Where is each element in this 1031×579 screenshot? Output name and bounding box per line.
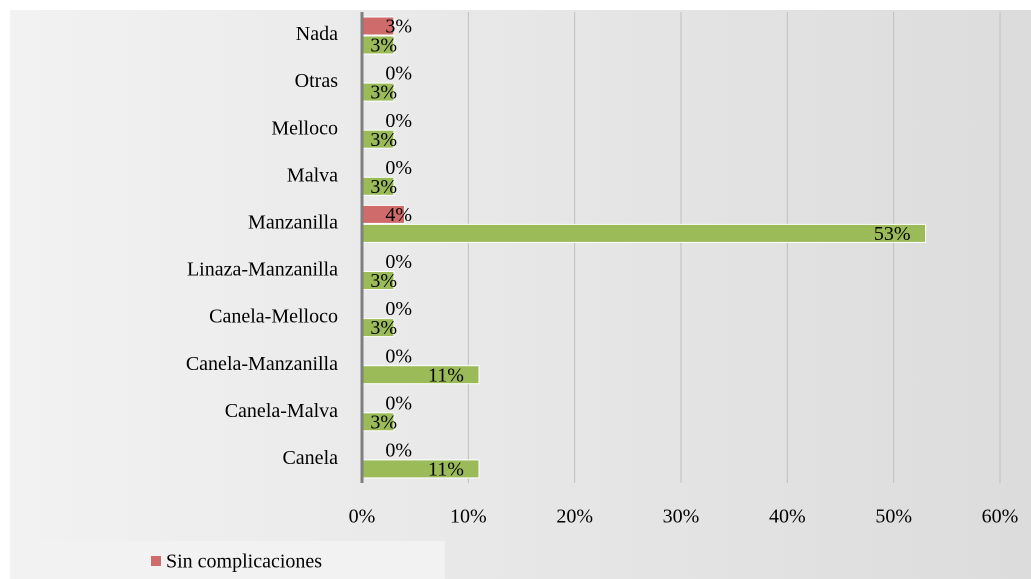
data-label: 3% xyxy=(370,411,397,433)
x-tick-label: 20% xyxy=(556,506,593,528)
x-tick-label: 30% xyxy=(663,506,700,528)
x-tick-label: 0% xyxy=(349,506,376,528)
data-label: 4% xyxy=(385,204,412,226)
data-label: 53% xyxy=(874,223,911,245)
legend-box xyxy=(12,541,445,579)
y-tick-label: Canela xyxy=(282,447,338,469)
data-label: 3% xyxy=(370,129,397,151)
data-label: 3% xyxy=(370,176,397,198)
y-tick-label: Otras xyxy=(295,70,339,92)
data-label: 0% xyxy=(385,439,412,461)
legend-label: Sin complicaciones xyxy=(166,551,322,573)
data-label: 0% xyxy=(385,392,412,414)
data-label: 0% xyxy=(385,251,412,273)
y-tick-label: Melloco xyxy=(271,117,338,139)
y-tick-label: Canela-Manzanilla xyxy=(186,353,338,375)
legend-swatch xyxy=(151,556,161,566)
y-tick-label: Manzanilla xyxy=(248,212,338,234)
y-tick-label: Linaza-Manzanilla xyxy=(187,259,338,281)
x-tick-label: 40% xyxy=(769,506,806,528)
data-label: 0% xyxy=(385,63,412,85)
data-label: 3% xyxy=(370,270,397,292)
data-label: 11% xyxy=(428,458,464,480)
x-tick-label: 10% xyxy=(450,506,487,528)
data-label: 3% xyxy=(385,16,412,38)
data-label: 3% xyxy=(370,82,397,104)
chart-area xyxy=(10,10,1031,579)
data-label: 3% xyxy=(370,317,397,339)
y-tick-label: Nada xyxy=(296,23,338,45)
x-tick-label: 50% xyxy=(875,506,912,528)
y-tick-label: Malva xyxy=(287,164,338,186)
data-label: 11% xyxy=(428,364,464,386)
data-label: 0% xyxy=(385,110,412,132)
x-tick-label: 60% xyxy=(982,506,1019,528)
y-tick-label: Canela-Melloco xyxy=(209,306,338,328)
data-label: 0% xyxy=(385,345,412,367)
data-label: 0% xyxy=(385,157,412,179)
y-tick-label: Canela-Malva xyxy=(225,400,338,422)
bar xyxy=(361,223,927,243)
data-label: 3% xyxy=(370,35,397,57)
data-label: 0% xyxy=(385,298,412,320)
